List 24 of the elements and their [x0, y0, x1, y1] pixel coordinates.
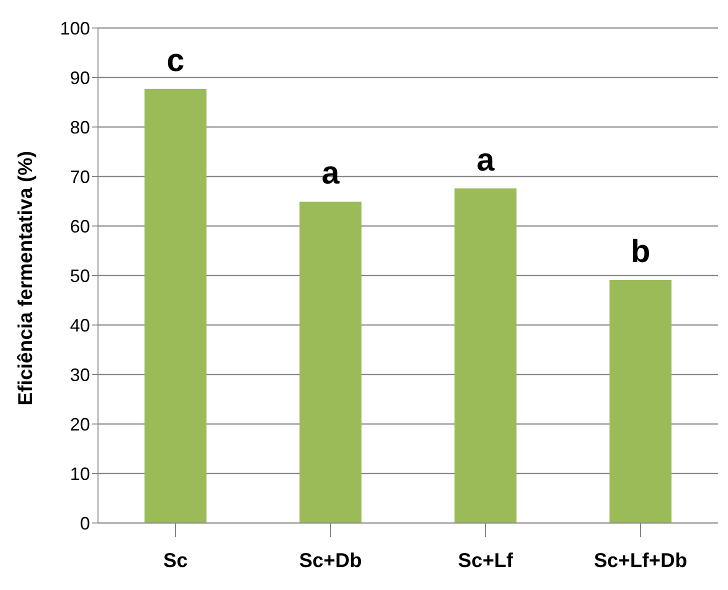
- x-tick-label: Sc+Lf: [458, 550, 514, 572]
- bar: [144, 88, 206, 523]
- annotation: a: [322, 154, 340, 191]
- y-tick-label: 40: [70, 315, 90, 336]
- x-tick-label: Sc: [163, 550, 188, 572]
- y-tick-label: 0: [80, 513, 90, 534]
- bar: [454, 188, 516, 523]
- y-tick-label: 20: [70, 414, 90, 434]
- bar: [610, 280, 672, 523]
- y-tick-label: 60: [70, 216, 90, 236]
- y-tick-label: 30: [70, 364, 90, 385]
- annotation: c: [166, 42, 184, 78]
- y-tick-label: 90: [70, 68, 90, 88]
- x-tick-label: Sc+Db: [299, 550, 362, 572]
- y-tick-label: 100: [60, 18, 90, 38]
- y-axis-title: Eficiência fermentativa (%): [15, 150, 38, 406]
- y-tick-label: 80: [70, 117, 90, 138]
- annotation: a: [476, 141, 495, 178]
- y-tick-label: 70: [70, 166, 90, 187]
- bar: [300, 202, 362, 523]
- y-tick-label: 50: [70, 266, 90, 286]
- x-tick-label: Sc+Lf+Db: [594, 550, 688, 572]
- annotation: b: [630, 232, 650, 269]
- y-tick-label: 10: [70, 464, 90, 484]
